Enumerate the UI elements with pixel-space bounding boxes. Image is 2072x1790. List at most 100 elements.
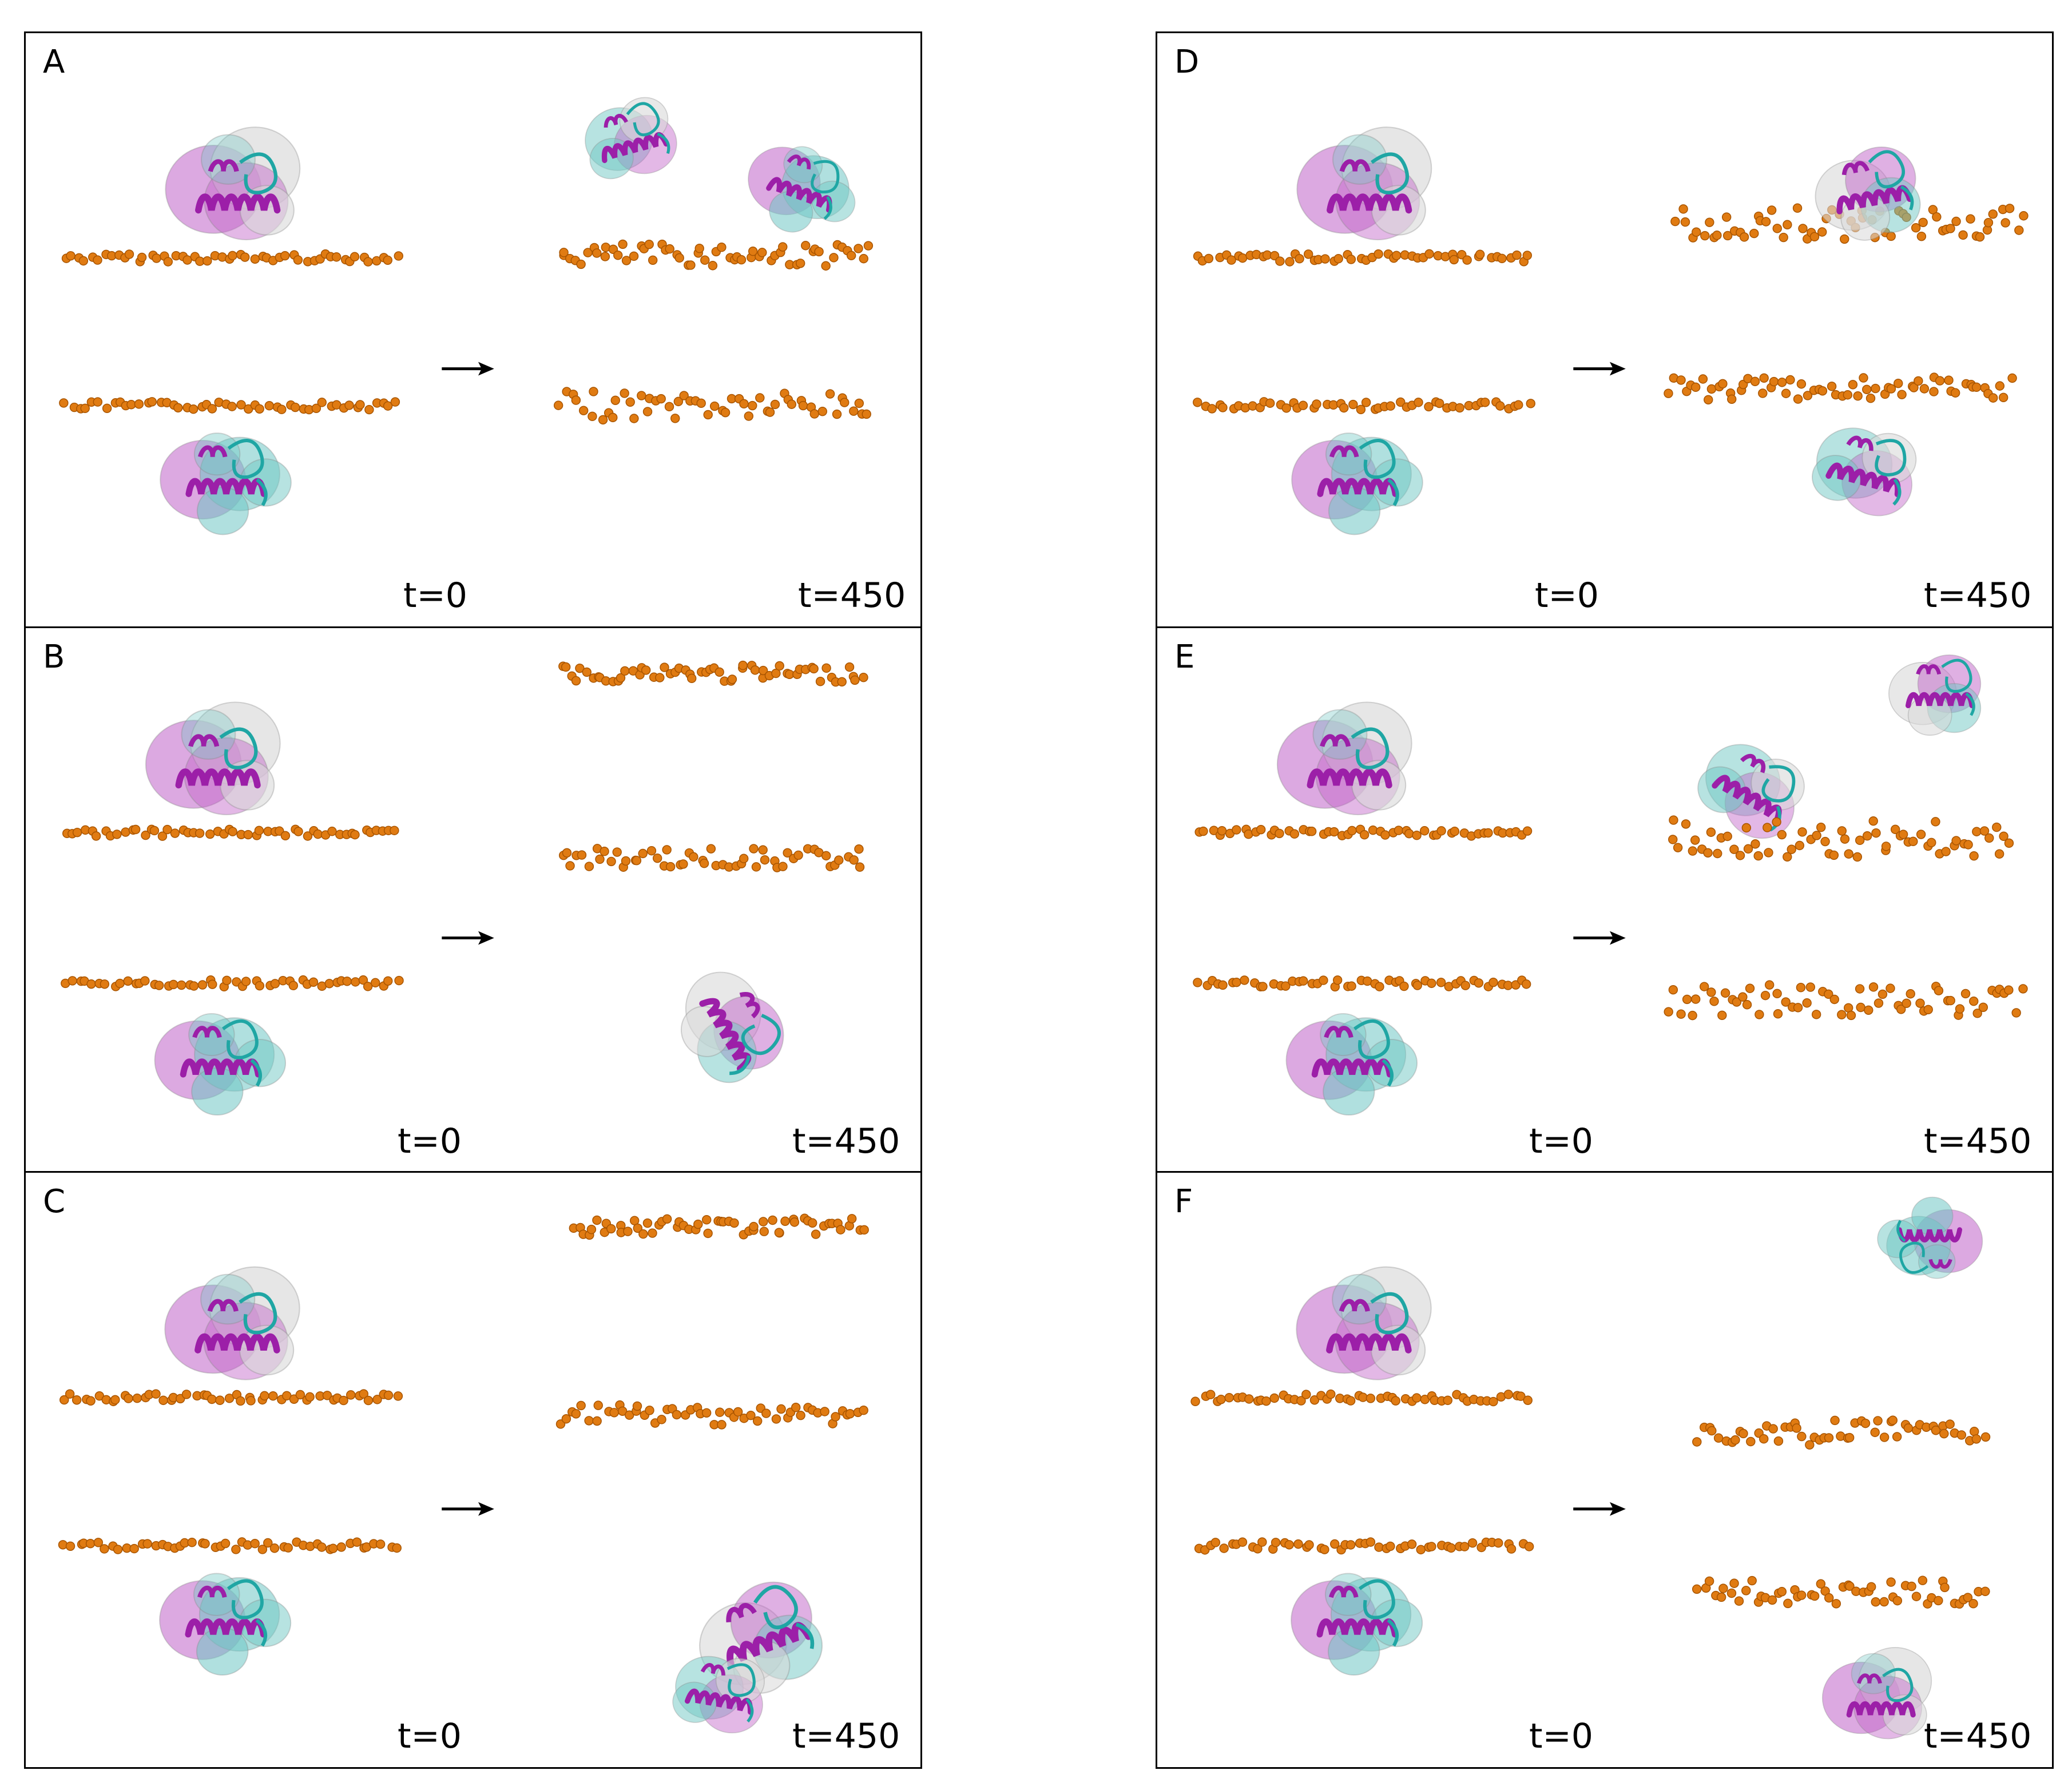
lipid-bead (1750, 376, 1760, 386)
lipid-bead (1772, 989, 1782, 999)
lipid-bead (1326, 1389, 1336, 1399)
panel-letter: E (1174, 638, 1195, 676)
lipid-bead (625, 1410, 634, 1420)
loop-ribbon (239, 1292, 277, 1335)
lipid-bead (1935, 376, 1945, 386)
helix-ribbon (1317, 478, 1399, 497)
lipid-bead (809, 409, 819, 419)
protein (160, 432, 292, 535)
lipid-bead (260, 1391, 269, 1401)
lipid-bead (1781, 388, 1791, 398)
lipid-bead (1919, 384, 1930, 394)
lipid-bead (1488, 977, 1498, 987)
lipid-bead (1777, 829, 1787, 840)
lipid-bead (670, 414, 680, 423)
protein-surface (1911, 1196, 1954, 1236)
lipid-bead (1759, 373, 1769, 383)
panel-f: F t=0 t=450 (1156, 1171, 2054, 1769)
lipid-bead (1805, 982, 1816, 992)
lipid-bead (86, 1396, 96, 1406)
lipid-bead (1303, 249, 1313, 259)
protein (672, 1656, 765, 1734)
lipid-bead (1347, 981, 1356, 991)
lipid-bead (1764, 848, 1773, 858)
lipid-bead (1827, 382, 1837, 391)
helix-ribbon (1836, 185, 1913, 215)
lipid-layer (553, 387, 871, 424)
lipid-bead (1892, 1595, 1903, 1606)
lipid-bead (778, 242, 788, 252)
lipid-bead (351, 977, 360, 987)
lipid-bead (1995, 381, 2005, 391)
lipid-bead (1668, 985, 1678, 995)
lipid-bead (829, 253, 839, 263)
lipid-bead (1941, 847, 1951, 856)
lipid-bead (849, 406, 859, 416)
lipid-bead (352, 1537, 362, 1547)
lipid-bead (181, 1390, 192, 1399)
lipid-bead (1497, 253, 1507, 264)
lipid-bead (1939, 1428, 1949, 1439)
lipid-bead (93, 1538, 104, 1547)
lipid-bead (679, 391, 689, 400)
lipid-bead (197, 980, 208, 990)
lipid-bead (1698, 374, 1708, 384)
lipid-bead (758, 665, 768, 676)
lipid-bead (1514, 400, 1523, 410)
lipid-bead (1237, 1537, 1248, 1547)
lipid-bead (1811, 1010, 1821, 1019)
lipid-bead (1931, 817, 1940, 827)
lipid-bead (582, 667, 592, 677)
lipid-bead (1436, 978, 1446, 987)
lipid-bead (1271, 1538, 1281, 1547)
helix-ribbon (1339, 159, 1371, 172)
lipid-bead (241, 977, 251, 986)
lipid-bead (390, 825, 399, 835)
time-label-start: t=0 (398, 1121, 462, 1161)
lipid-bead (147, 397, 157, 407)
lipid-bead (1779, 232, 1788, 243)
lipid-bead (263, 1538, 273, 1548)
lipid-bead (1329, 1539, 1340, 1549)
lipid-bead (1797, 827, 1807, 837)
lipid-layer (1692, 1575, 1990, 1609)
lipid-bead (72, 827, 82, 838)
lipid-bead (324, 979, 334, 989)
lipid-bead (1688, 846, 1698, 856)
lipid-bead (1281, 403, 1291, 413)
lipid-bead (1865, 394, 1876, 403)
lipid-bead (584, 862, 594, 871)
lipid-bead (72, 1395, 82, 1405)
lipid-bead (1940, 1582, 1950, 1593)
lipid-bead (1511, 980, 1521, 990)
lipid-bead (553, 400, 563, 410)
lipid-bead (1969, 851, 1979, 861)
lipid-bead (1980, 1586, 1990, 1597)
lipid-bead (1963, 1593, 1973, 1602)
lipid-bead (1796, 1590, 1807, 1600)
lipid-bead (1193, 398, 1202, 407)
lipid-bead (629, 414, 639, 423)
lipid-bead (1386, 401, 1395, 411)
lipid-bead (632, 856, 642, 866)
lipid-bead (336, 1542, 346, 1552)
lipid-bead (1829, 994, 1839, 1005)
helix-ribbon (192, 1026, 222, 1038)
lipid-bead (1391, 251, 1402, 260)
lipid-bead (1747, 1575, 1757, 1586)
lipid-bead (1329, 827, 1339, 837)
lipid-bead (589, 387, 598, 396)
lipid-bead (1700, 231, 1710, 241)
lipid-bead (173, 403, 183, 413)
lipid-bead (1729, 844, 1739, 854)
lipid-bead (313, 829, 323, 839)
lipid-bead (593, 1400, 603, 1410)
lipid-bead (1911, 223, 1921, 233)
arrow-head (478, 1502, 494, 1516)
lipid-bead (1764, 980, 1775, 990)
lipid-bead (383, 1390, 394, 1400)
lipid-bead (231, 1545, 241, 1554)
lipid-bead (2004, 985, 2014, 995)
lipid-bead (1741, 823, 1752, 833)
loop-ribbon (250, 1058, 262, 1087)
